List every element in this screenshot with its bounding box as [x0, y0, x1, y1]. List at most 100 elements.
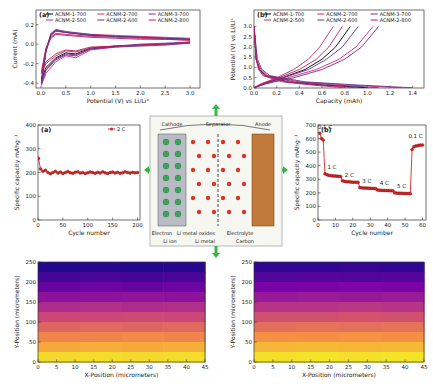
heat-cell	[80, 332, 122, 343]
annotation: 0.1 C	[318, 124, 332, 130]
heat-cell	[254, 312, 297, 323]
heat-cell	[382, 312, 425, 323]
x-tick-label: 40	[384, 222, 391, 228]
series-line	[320, 133, 423, 194]
legend-key	[46, 14, 53, 15]
x-tick-label: 15	[307, 364, 314, 370]
x-tick-label: 3.0	[186, 90, 195, 96]
chart-panel: 051015202530354045050100150200250X-Posit…	[229, 259, 428, 378]
x-tick-label: 1.5	[111, 90, 120, 96]
x-tick	[367, 360, 368, 363]
legend-label: 2 C	[117, 126, 126, 132]
y-tick	[254, 362, 257, 363]
x-tick-label: 0.5	[61, 90, 70, 96]
heat-cell	[80, 302, 122, 313]
oxide-particle	[163, 139, 169, 145]
heat-cell	[382, 272, 425, 283]
y-tick	[254, 67, 257, 68]
y-tick-label: 150	[26, 299, 37, 305]
x-tick-label: 0	[36, 364, 40, 370]
legend-label: ACNM-2-500	[273, 17, 304, 23]
x-tick-label: 1.0	[86, 90, 95, 96]
oxide-particle	[175, 211, 181, 217]
arrow	[282, 169, 283, 172]
x-tick	[348, 360, 349, 363]
diagram-label: Electron	[152, 230, 173, 236]
y-tick-label: 300	[306, 176, 317, 182]
x-tick	[56, 360, 57, 363]
series-line	[254, 26, 379, 87]
y-tick	[38, 262, 41, 263]
heat-cell	[122, 302, 164, 313]
diagram-label: Cathode	[162, 121, 183, 127]
y-tick	[254, 262, 257, 263]
heat-cell	[38, 272, 80, 283]
x-tick	[299, 86, 300, 89]
legend-key	[317, 14, 324, 15]
oxide-particle	[163, 187, 169, 193]
marker	[44, 169, 47, 172]
heat-cell	[382, 332, 425, 343]
data-group	[318, 132, 424, 196]
li-ion	[206, 168, 210, 172]
x-tick	[424, 360, 425, 363]
oxide-particle	[175, 163, 181, 169]
li-ion	[236, 168, 240, 172]
x-tick	[329, 360, 330, 363]
marker	[357, 181, 360, 184]
oxide-particle	[175, 187, 181, 193]
series-line	[254, 26, 413, 87]
x-tick	[167, 360, 168, 363]
annotation: 0.1 C	[408, 133, 422, 139]
y-axis-label: Specific capacity mAhg⁻¹	[293, 134, 301, 210]
oxide-particle	[175, 139, 181, 145]
heat-cell	[80, 282, 122, 293]
oxide-particle	[175, 151, 181, 157]
li-ion	[197, 210, 201, 214]
plot-frame	[38, 262, 205, 362]
heat-cell	[339, 352, 382, 363]
x-tick	[370, 218, 371, 221]
y-tick-label: 200	[26, 279, 37, 285]
x-tick-label: 200	[132, 222, 143, 228]
x-tick-label: 50	[59, 222, 66, 228]
heat-cell	[382, 322, 425, 333]
heat-cell	[38, 262, 80, 273]
y-tick-label: -0.2	[23, 61, 34, 67]
y-tick	[38, 362, 41, 363]
chart-panel: 0501001502000100200300400Cycle numberSpe…	[13, 122, 143, 237]
y-tick-label: 100	[26, 319, 37, 325]
heat-cell	[122, 352, 164, 363]
y-tick-label: 2.0	[243, 44, 252, 50]
x-tick	[93, 360, 94, 363]
heat-cell	[163, 272, 205, 283]
x-tick-label: 40	[183, 364, 190, 370]
x-tick-label: 0.4	[295, 90, 304, 96]
heat-cell	[80, 352, 122, 363]
x-tick-label: 0.2	[272, 90, 281, 96]
heatmap-cells	[254, 262, 425, 363]
heat-cell	[254, 302, 297, 313]
y-tick	[254, 282, 257, 283]
x-tick-label: 10	[288, 364, 295, 370]
y-tick-label: 700	[306, 122, 317, 128]
x-tick	[276, 86, 277, 89]
y-tick	[36, 63, 39, 64]
series-line	[41, 33, 190, 73]
series-line	[41, 34, 190, 71]
y-tick	[38, 172, 41, 173]
heat-cell	[163, 262, 205, 273]
y-tick-label: 250	[26, 259, 37, 265]
y-tick	[38, 220, 41, 221]
marker	[39, 167, 42, 170]
y-tick-label: 1.5	[243, 54, 252, 60]
legend-label: ACNM-2-500	[55, 17, 86, 23]
data-group	[254, 26, 413, 87]
legend-label: ACNM-2-600	[106, 17, 137, 23]
li-ion	[242, 210, 246, 214]
y-tick	[318, 206, 321, 207]
diagram-label: Li metal oxides	[177, 230, 215, 236]
li-ion	[197, 182, 201, 186]
heat-cell	[122, 322, 164, 333]
x-tick	[186, 360, 187, 363]
